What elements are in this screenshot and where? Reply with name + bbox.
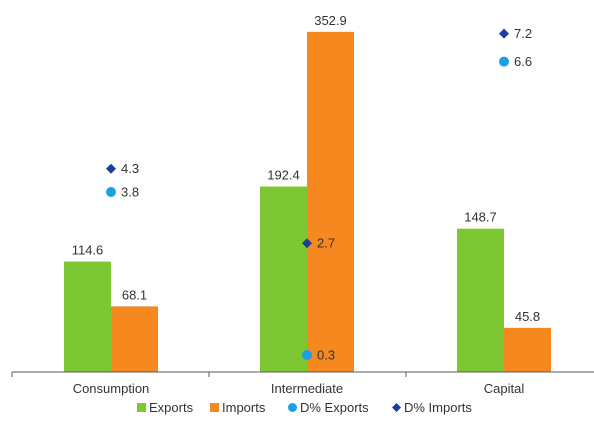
legend-swatch-dpct-exports [288,403,297,412]
x-axis: Consumption Intermediate Capital [11,371,594,396]
legend-swatch-dpct-imports [392,403,401,412]
legend-label-dpct-imports: D% Imports [404,400,472,415]
marker-dpct-exports-1 [302,350,312,361]
bar-exports-0 [64,261,111,372]
marker-dpct-exports-2 [499,56,509,67]
marker-label-dpct-imports-1: 2.7 [317,236,335,251]
data-label-exports-1: 192.4 [267,168,300,183]
data-label-exports-0: 114.6 [72,243,104,258]
x-tick-label-capital: Capital [484,381,525,396]
marker-label-dpct-exports-1: 0.3 [317,348,335,363]
legend-label-imports: Imports [222,400,266,415]
marker-dpct-imports-1 [302,238,312,249]
marker-dpct-exports-0 [106,187,116,198]
data-label-imports-2: 45.8 [515,309,540,324]
x-tick-label-intermediate: Intermediate [271,381,343,396]
legend-label-exports: Exports [149,400,194,415]
marker-label-dpct-imports-0: 4.3 [121,161,139,176]
bar-imports-2 [504,327,551,372]
x-tick-label-consumption: Consumption [73,381,150,396]
marker-label-dpct-exports-2: 6.6 [514,54,532,69]
marker-label-dpct-exports-0: 3.8 [121,185,139,200]
legend-label-dpct-exports: D% Exports [300,400,369,415]
data-label-exports-2: 148.7 [464,210,497,225]
bar-imports-1 [307,31,354,373]
bar-imports-0 [111,306,158,372]
bar-exports-1 [260,186,307,372]
legend: Exports Imports D% Exports D% Imports [137,400,472,415]
data-label-imports-1: 352.9 [314,13,347,28]
marker-dpct-imports-0 [106,163,116,174]
legend-swatch-imports [210,403,219,412]
plot-area: 114.6 192.4 148.7 68.1 352.9 45.8 3.8 0.3 6.6 4.3… [64,13,551,373]
marker-dpct-imports-2 [499,28,509,39]
data-label-imports-0: 68.1 [122,287,147,302]
legend-swatch-exports [137,403,146,412]
bar-exports-2 [457,228,504,372]
marker-label-dpct-imports-2: 7.2 [514,26,532,41]
